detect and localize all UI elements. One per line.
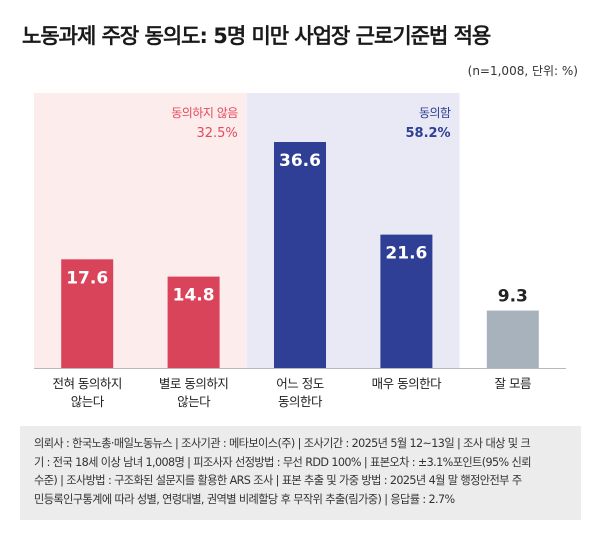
bar — [486, 310, 539, 368]
page-title: 노동과제 주장 동의도: 5명 미만 사업장 근로기준법 적용 — [22, 24, 491, 48]
bar-value-label: 14.8 — [173, 286, 215, 306]
footnote-line: 민등록인구통계에 따라 성별, 연령대별, 권역별 비례할당 후 무작위 추출(… — [34, 492, 455, 506]
bar-value-label: 9.3 — [498, 287, 528, 307]
bar-value-label: 36.6 — [279, 151, 321, 171]
group-label: 동의함 — [419, 106, 451, 120]
footnote-line: 수준) | 조사방법 : 구조화된 설문지를 활용한 ARS 조사 | 표본 추… — [34, 474, 522, 487]
footnote-line: 기 : 전국 18세 이상 남녀 1,008명 | 피조사자 선정방법 : 무선… — [34, 455, 532, 469]
category-label: 동의한다 — [278, 394, 323, 409]
group-total: 58.2% — [405, 126, 450, 141]
bar — [61, 259, 114, 368]
category-label: 어느 정도 — [276, 376, 323, 391]
bar-value-label: 21.6 — [385, 244, 427, 264]
bar — [274, 142, 326, 368]
category-label: 별로 동의하지 — [159, 376, 228, 391]
unit-note: (n=1,008, 단위: %) — [467, 64, 578, 78]
footnote-line: 의뢰사 : 한국노총·매일노동뉴스 | 조사기관 : 메타보이스(주) | 조사… — [34, 437, 531, 450]
category-label: 잘 모름 — [495, 376, 531, 391]
group-label: 동의하지 않음 — [171, 106, 238, 120]
category-label: 않는다 — [177, 394, 211, 409]
category-label: 않는다 — [71, 394, 105, 409]
category-label: 전혀 동의하지 — [52, 376, 121, 391]
category-label: 매우 동의한다 — [372, 376, 442, 391]
group-total: 32.5% — [196, 126, 237, 141]
survey-footnote: 의뢰사 : 한국노총·매일노동뉴스 | 조사기관 : 메타보이스(주) | 조사… — [20, 426, 581, 520]
bar-value-label: 17.6 — [66, 268, 108, 288]
bar — [167, 276, 220, 368]
bar — [380, 234, 433, 368]
